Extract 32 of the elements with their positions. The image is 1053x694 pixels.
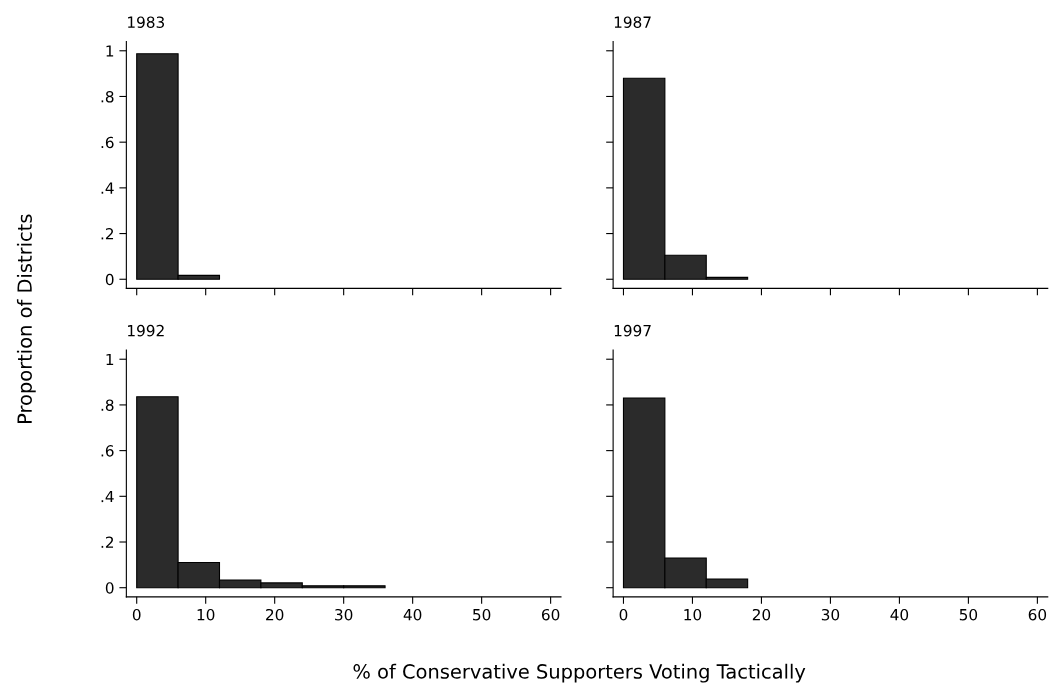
x-axis-title: % of Conservative Supporters Voting Tactically [353,663,806,683]
x-tick-label: 10 [197,608,215,621]
x-tick-label: 30 [821,608,840,621]
chart-title: 1983 [128,16,165,28]
y-tick-label: 0 [105,273,114,286]
y-tick-label: .6 [101,445,114,457]
y-tick-label: .2 [101,228,114,240]
x-tick-label: 50 [959,608,978,621]
x-tick-label: 30 [335,608,353,621]
x-tick-label: 0 [619,608,628,621]
x-tick-label: 20 [266,608,284,621]
y-tick-label: .4 [101,182,114,194]
y-tick-label: .2 [101,536,114,548]
y-tick-label: 1 [106,45,114,57]
chart-title: 1997 [614,324,651,337]
y-tick-label: .8 [101,90,114,103]
y-tick-label: .6 [101,136,114,149]
chart-title: 1992 [128,324,164,337]
x-tick-label: 60 [541,608,560,621]
x-tick-label: 10 [684,608,702,621]
x-tick-label: 40 [890,608,909,621]
y-tick-label: .8 [101,399,114,411]
x-tick-label: 60 [1028,608,1047,621]
x-tick-label: 40 [403,608,422,621]
y-tick-label: 1 [106,353,114,366]
x-tick-label: 20 [752,608,771,621]
x-tick-label: 50 [473,608,491,621]
x-tick-label: 0 [132,608,141,621]
y-tick-label: .4 [101,490,114,503]
chart-title: 1987 [614,16,651,28]
y-axis-title: Proportion of Districts [16,214,36,424]
y-tick-label: 0 [105,582,114,594]
